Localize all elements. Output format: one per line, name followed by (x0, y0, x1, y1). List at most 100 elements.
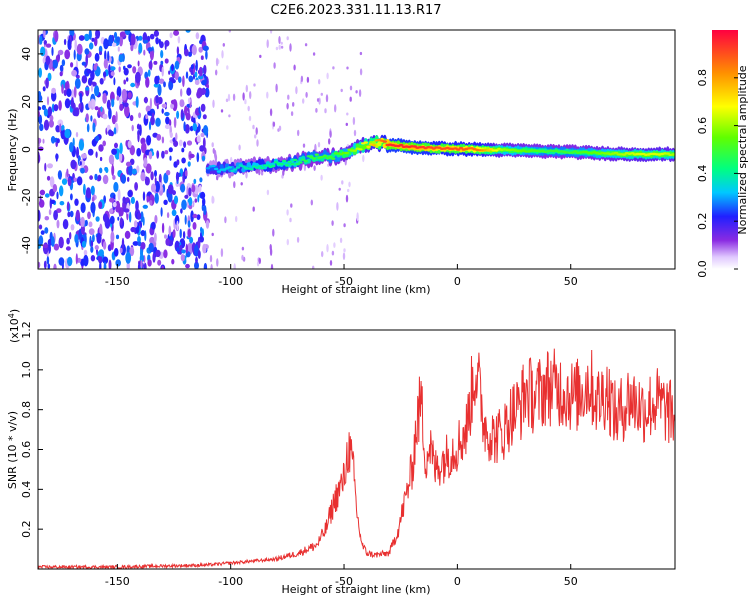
heatmap-noise-cell (186, 140, 193, 146)
heatmap-noise-cell (109, 197, 115, 203)
heatmap-noise-cell (149, 33, 155, 40)
heatmap-noise-cell (119, 247, 123, 254)
heatmap-noise-cell (228, 30, 231, 33)
heatmap-noise-cell (142, 191, 146, 201)
heatmap-noise-cell (269, 244, 272, 251)
heatmap-noise-cell (70, 193, 73, 201)
heatmap-noise-cell (331, 220, 334, 226)
heatmap-noise-cell (65, 246, 71, 251)
heatmap-noise-cell (194, 198, 198, 203)
heatmap-noise-cell (325, 94, 329, 103)
heatmap-noise-cell (132, 66, 137, 74)
heatmap-noise-cell (146, 135, 152, 146)
heatmap-noise-cell (201, 155, 206, 162)
heatmap-noise-cell (326, 72, 329, 80)
heatmap-noise-cell (108, 107, 112, 120)
heatmap-noise-cell (252, 206, 255, 212)
heatmap-ridge-cell (303, 160, 309, 163)
heatmap-noise-cell (59, 71, 63, 77)
heatmap-noise-cell (140, 242, 146, 250)
heatmap-noise-cell (130, 44, 134, 52)
heatmap-noise-cell (137, 60, 140, 67)
heatmap-noise-layer (38, 30, 365, 269)
heatmap-noise-cell (119, 142, 123, 155)
heatmap-noise-cell (171, 209, 177, 217)
heatmap-noise-cell (56, 219, 60, 229)
heatmap-noise-cell (161, 222, 165, 234)
heatmap-noise-cell (286, 238, 289, 246)
heatmap-noise-cell (43, 108, 49, 117)
heatmap-noise-cell (91, 138, 97, 147)
heatmap-noise-cell (201, 80, 207, 86)
heatmap-noise-cell (151, 221, 156, 230)
heatmap-ridge-cell (309, 155, 314, 159)
heatmap-noise-cell (116, 36, 120, 43)
heatmap-noise-cell (116, 95, 120, 101)
heatmap-noise-cell (74, 39, 77, 52)
heatmap-noise-cell (98, 144, 104, 152)
heatmap-ridge-cell (399, 143, 404, 147)
heatmap-noise-cell (94, 52, 100, 62)
heatmap-noise-cell (233, 181, 236, 189)
heatmap-noise-cell (119, 103, 124, 111)
heatmap-noise-cell (98, 254, 103, 264)
heatmap-noise-cell (233, 263, 236, 269)
heatmap-noise-cell (278, 125, 282, 131)
heatmap-noise-cell (255, 127, 258, 135)
heatmap-noise-cell (199, 177, 203, 183)
heatmap-noise-cell (245, 171, 248, 179)
heatmap-noise-cell (127, 176, 130, 182)
heatmap-noise-cell (44, 216, 50, 221)
heatmap-noise-cell (176, 159, 180, 166)
heatmap-noise-cell (176, 220, 179, 231)
heatmap-noise-cell (125, 161, 132, 167)
heatmap-noise-cell (290, 203, 293, 208)
heatmap-noise-cell (289, 43, 292, 52)
heatmap-noise-cell (187, 97, 191, 104)
heatmap-noise-cell (355, 90, 358, 94)
heatmap-noise-cell (39, 195, 42, 204)
heatmap-noise-cell (84, 48, 90, 55)
heatmap-noise-cell (179, 100, 185, 108)
heatmap-noise-cell (93, 36, 98, 47)
heatmap-noise-cell (343, 223, 346, 228)
heatmap-noise-cell (186, 186, 189, 198)
heatmap-noise-cell (173, 195, 179, 205)
heatmap-noise-cell (184, 48, 189, 57)
heatmap-noise-cell (194, 79, 200, 86)
heatmap-noise-cell (131, 168, 137, 175)
heatmap-ridge-cell (211, 164, 216, 168)
heatmap-noise-cell (168, 225, 172, 237)
heatmap-noise-cell (200, 55, 204, 60)
heatmap-noise-cell (186, 87, 192, 96)
heatmap-noise-cell (111, 98, 115, 108)
heatmap-noise-cell (180, 109, 184, 119)
heatmap-noise-cell (95, 216, 100, 222)
heatmap-noise-cell (200, 191, 206, 199)
heatmap-y-axis-title: Frequency (Hz) (6, 109, 19, 192)
heatmap-noise-cell (63, 89, 67, 97)
heatmap-noise-cell (137, 212, 141, 220)
heatmap-noise-cell (300, 75, 304, 83)
heatmap-noise-cell (104, 50, 107, 61)
heatmap-ridge-cell (284, 164, 290, 167)
heatmap-noise-cell (141, 142, 147, 154)
heatmap-noise-cell (256, 139, 259, 147)
heatmap-noise-cell (245, 84, 248, 93)
heatmap-noise-cell (181, 199, 187, 211)
heatmap-ridge-cell (314, 153, 319, 156)
heatmap-noise-cell (114, 142, 118, 149)
heatmap-noise-cell (61, 178, 68, 185)
heatmap-noise-cell (203, 262, 208, 269)
heatmap-noise-cell (280, 45, 284, 49)
heatmap-noise-cell (187, 220, 191, 228)
heatmap-noise-cell (161, 150, 165, 159)
heatmap-noise-cell (338, 187, 341, 191)
heatmap-noise-cell (189, 153, 195, 159)
heatmap-noise-cell (169, 155, 172, 161)
heatmap-noise-cell (106, 99, 111, 110)
heatmap-noise-cell (324, 108, 327, 114)
heatmap-noise-cell (129, 114, 134, 122)
heatmap-y-tick-label: -40 (20, 236, 33, 254)
